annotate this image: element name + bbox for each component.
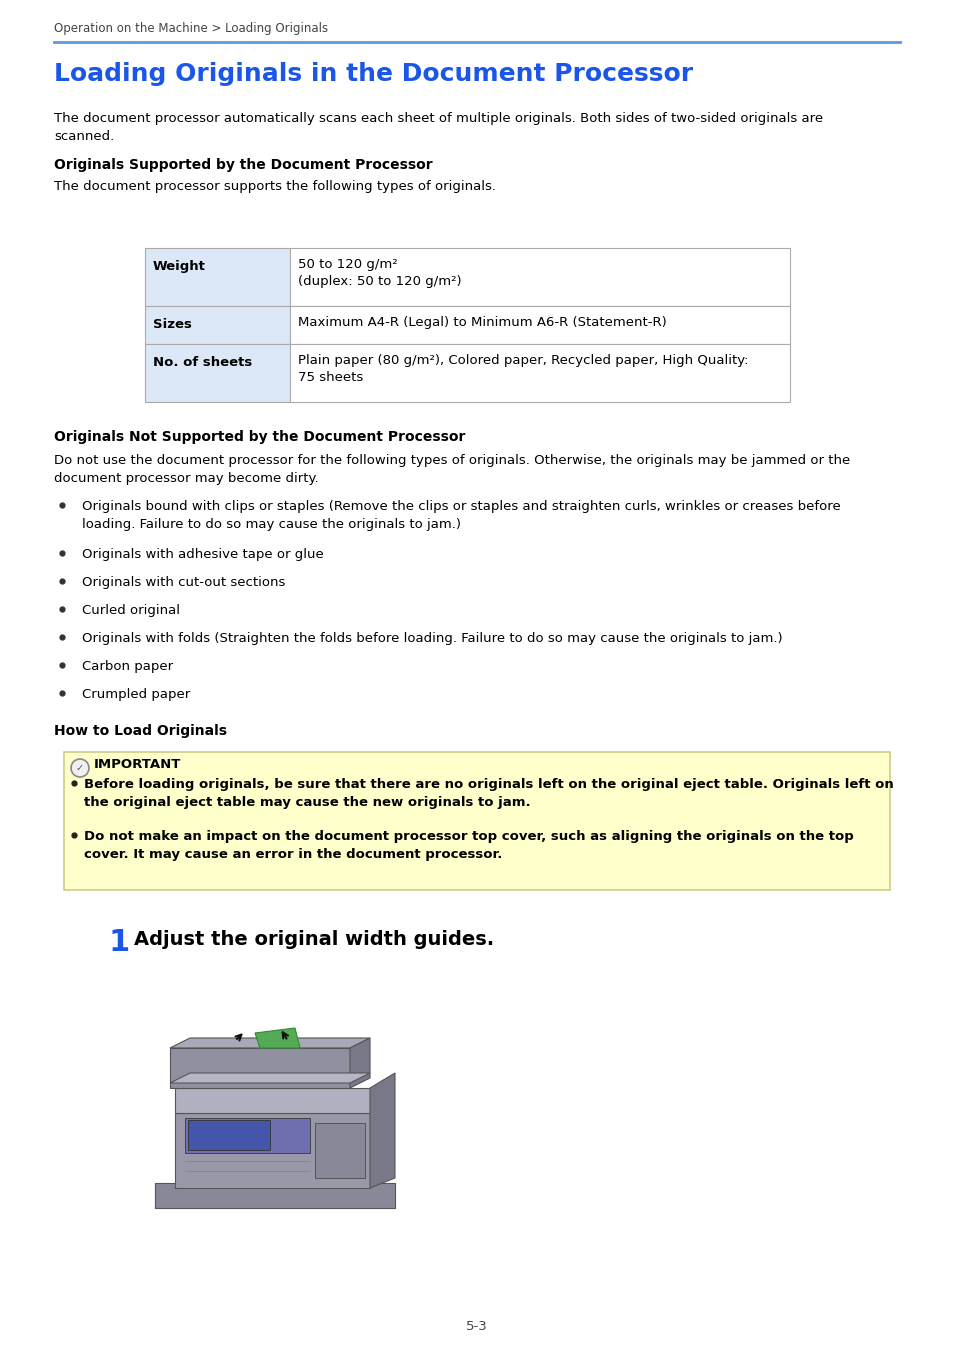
Text: 75 sheets: 75 sheets [297, 371, 363, 383]
Polygon shape [170, 1038, 370, 1048]
Text: Crumpled paper: Crumpled paper [82, 688, 190, 701]
Polygon shape [154, 1193, 395, 1208]
Text: Originals Not Supported by the Document Processor: Originals Not Supported by the Document … [54, 431, 465, 444]
Text: No. of sheets: No. of sheets [152, 356, 252, 369]
Text: Loading Originals in the Document Processor: Loading Originals in the Document Proces… [54, 62, 693, 86]
Text: IMPORTANT: IMPORTANT [94, 757, 181, 771]
Polygon shape [174, 1088, 370, 1112]
Bar [290, 344, 789, 402]
Text: The document processor automatically scans each sheet of multiple originals. Bot: The document processor automatically sca… [54, 112, 822, 143]
Text: Plain paper (80 g/m²), Colored paper, Recycled paper, High Quality:: Plain paper (80 g/m²), Colored paper, Re… [297, 354, 748, 367]
Text: Originals with adhesive tape or glue: Originals with adhesive tape or glue [82, 548, 323, 562]
Text: The document processor supports the following types of originals.: The document processor supports the foll… [54, 180, 496, 193]
Polygon shape [170, 1048, 350, 1088]
Bar [145, 344, 290, 402]
Text: Adjust the original width guides.: Adjust the original width guides. [133, 930, 494, 949]
Text: Curled original: Curled original [82, 603, 180, 617]
Polygon shape [350, 1038, 370, 1088]
Polygon shape [174, 1112, 370, 1188]
Text: Originals with folds (Straighten the folds before loading. Failure to do so may : Originals with folds (Straighten the fol… [82, 632, 781, 645]
Polygon shape [185, 1118, 310, 1153]
Text: Originals bound with clips or staples (Remove the clips or staples and straighte: Originals bound with clips or staples (R… [82, 500, 840, 531]
Text: How to Load Originals: How to Load Originals [54, 724, 227, 738]
Polygon shape [370, 1073, 395, 1188]
Text: Sizes: Sizes [152, 319, 192, 331]
Text: 50 to 120 g/m²: 50 to 120 g/m² [297, 258, 397, 271]
Text: Carbon paper: Carbon paper [82, 660, 172, 674]
Polygon shape [170, 1073, 370, 1083]
Polygon shape [154, 1183, 395, 1208]
Bar [64, 752, 889, 890]
Polygon shape [314, 1123, 365, 1179]
Bar [145, 248, 290, 306]
Bar [290, 248, 789, 306]
Text: ✓: ✓ [76, 763, 84, 774]
Text: Originals with cut-out sections: Originals with cut-out sections [82, 576, 285, 589]
Text: Do not use the document processor for the following types of originals. Otherwis: Do not use the document processor for th… [54, 454, 849, 485]
Polygon shape [254, 1027, 299, 1048]
Text: Operation on the Machine > Loading Originals: Operation on the Machine > Loading Origi… [54, 22, 328, 35]
Bar [145, 306, 290, 344]
Text: 5-3: 5-3 [466, 1320, 487, 1332]
Text: (duplex: 50 to 120 g/m²): (duplex: 50 to 120 g/m²) [297, 275, 461, 288]
Bar [290, 306, 789, 344]
Text: Maximum A4-R (Legal) to Minimum A6-R (Statement-R): Maximum A4-R (Legal) to Minimum A6-R (St… [297, 316, 666, 329]
Text: Weight: Weight [152, 261, 206, 273]
Text: Originals Supported by the Document Processor: Originals Supported by the Document Proc… [54, 158, 432, 171]
Text: Before loading originals, be sure that there are no originals left on the origin: Before loading originals, be sure that t… [84, 778, 893, 809]
Text: Do not make an impact on the document processor top cover, such as aligning the : Do not make an impact on the document pr… [84, 830, 853, 861]
Text: 1: 1 [109, 927, 130, 957]
Circle shape [71, 759, 89, 778]
Polygon shape [188, 1120, 270, 1150]
